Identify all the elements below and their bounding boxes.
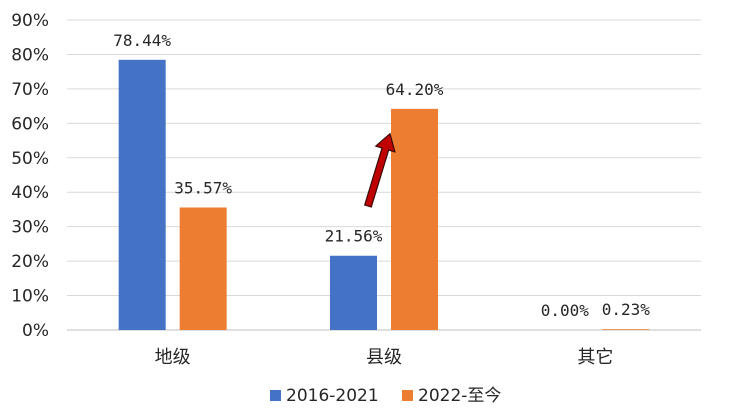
data-label: 21.56% [325, 227, 383, 246]
data-label: 78.44% [113, 31, 171, 50]
arrow-shape [363, 132, 396, 208]
trend-arrow [363, 132, 396, 208]
y-tick-label: 60% [11, 114, 49, 134]
annotations [363, 132, 396, 208]
legend-swatch [270, 390, 281, 401]
x-axis-categories: 地级 县级 其它 [155, 347, 614, 368]
data-labels: 78.44% 35.57% 21.56% 64.20% 0.00% 0.23% [113, 31, 650, 320]
data-label: 35.57% [174, 178, 232, 197]
y-tick-label: 20% [11, 252, 49, 272]
legend-label: 2016-2021 [286, 386, 379, 406]
bar-1-1 [118, 59, 166, 330]
y-tick-label: 50% [11, 149, 49, 169]
data-label: 0.23% [602, 300, 651, 319]
legend-item-1: 2016-2021 [270, 386, 379, 406]
x-category-label: 县级 [366, 347, 402, 368]
legend-swatch [402, 390, 413, 401]
bar-1-2 [330, 255, 377, 330]
y-axis-ticks: 0% 10% 20% 30% 40% 50% 60% 70% 80% 90% [11, 11, 49, 341]
y-tick-label: 80% [11, 45, 49, 65]
legend-label: 2022-至今 [418, 386, 501, 406]
y-tick-label: 40% [11, 183, 49, 203]
bars [118, 59, 650, 330]
legend-item-2: 2022-至今 [402, 386, 501, 406]
y-tick-label: 70% [11, 80, 49, 100]
legend: 2016-2021 2022-至今 [270, 386, 501, 406]
x-category-label: 其它 [577, 347, 613, 368]
bar-2-3 [602, 329, 650, 330]
x-category-label: 地级 [155, 347, 191, 368]
bar-2-1 [179, 207, 227, 330]
data-label: 0.00% [541, 301, 590, 320]
data-label: 64.20% [386, 80, 444, 99]
y-tick-label: 10% [11, 287, 49, 307]
bar-2-2 [391, 108, 438, 330]
y-tick-label: 0% [22, 321, 49, 341]
y-tick-label: 90% [11, 11, 49, 31]
y-tick-label: 30% [11, 218, 49, 238]
